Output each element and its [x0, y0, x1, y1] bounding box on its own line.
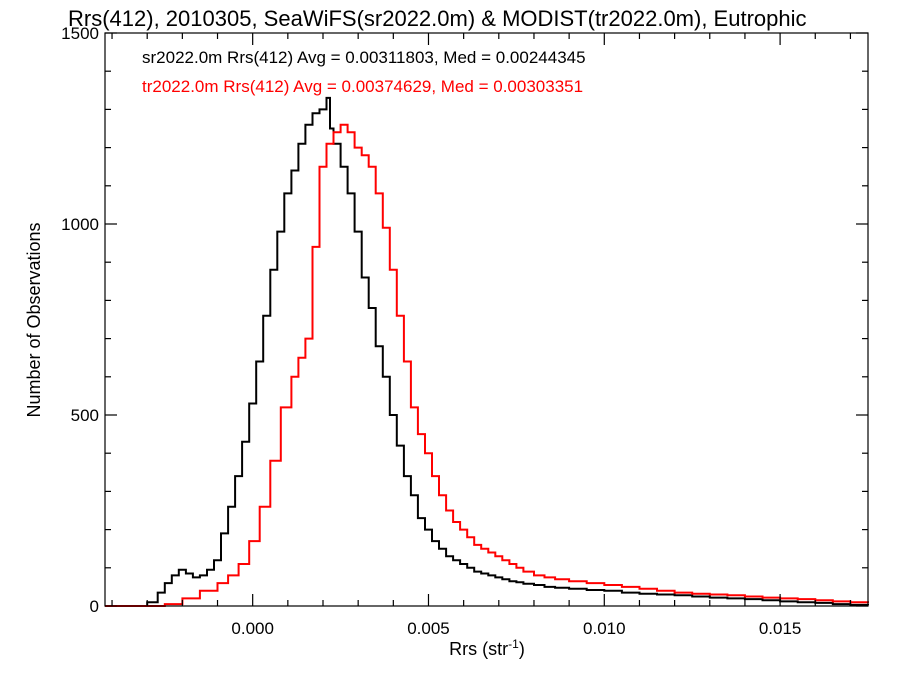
plot-series-group	[105, 96, 869, 607]
x-axis-label-superscript: -1	[508, 637, 519, 651]
y-tick-label: 1000	[61, 215, 99, 234]
x-tick-label: 0.015	[759, 619, 802, 638]
x-axis-label: Rrs (str-1)	[449, 637, 525, 659]
x-axis-label-main: Rrs (str	[449, 639, 508, 659]
axis-ticks-group: 0.000 0.005 0.010 0.015 0 500 1000 1500	[61, 24, 868, 638]
x-axis-label-close: )	[519, 639, 525, 659]
y-tick-label: 0	[90, 597, 99, 616]
y-tick-label: 1500	[61, 24, 99, 43]
y-tick-label: 500	[71, 406, 99, 425]
series-line-tr2022	[105, 123, 869, 607]
y-axis-label: Number of Observations	[24, 222, 44, 417]
x-tick-label: 0.010	[583, 619, 626, 638]
x-tick-label: 0.000	[231, 619, 274, 638]
plot-frame	[104, 32, 869, 607]
legend-entry-tr2022: tr2022.0m Rrs(412) Avg = 0.00374629, Med…	[142, 77, 583, 96]
chart-title: Rrs(412), 2010305, SeaWiFS(sr2022.0m) & …	[68, 6, 807, 31]
series-line-sr2022	[105, 96, 869, 607]
x-tick-label: 0.005	[407, 619, 450, 638]
legend-entry-sr2022: sr2022.0m Rrs(412) Avg = 0.00311803, Med…	[142, 48, 586, 67]
